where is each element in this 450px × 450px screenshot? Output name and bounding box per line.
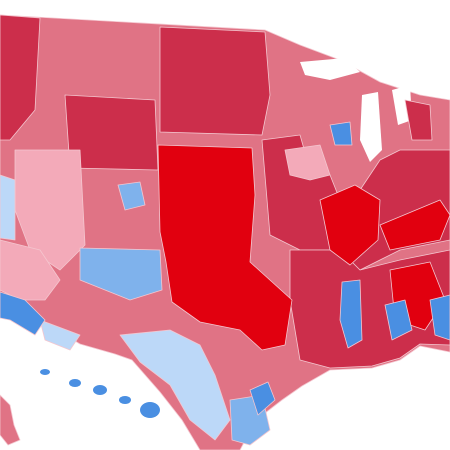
region [404,99,433,141]
region [429,294,450,341]
region [329,121,353,146]
islands [40,369,160,418]
region [319,184,381,266]
region [384,299,413,341]
region [249,381,276,416]
region [0,239,61,301]
region [284,144,331,181]
region [157,144,293,351]
region [119,329,231,441]
region [379,199,450,251]
region [0,291,46,336]
region [339,279,363,349]
region [117,181,146,211]
lake [295,40,450,95]
lake [300,58,360,80]
region [159,26,271,136]
lake [360,92,382,162]
region [79,247,163,301]
region [64,94,159,171]
region [0,14,41,141]
region [0,174,16,241]
region [39,319,81,351]
alaska [0,394,21,446]
lake [392,85,412,125]
